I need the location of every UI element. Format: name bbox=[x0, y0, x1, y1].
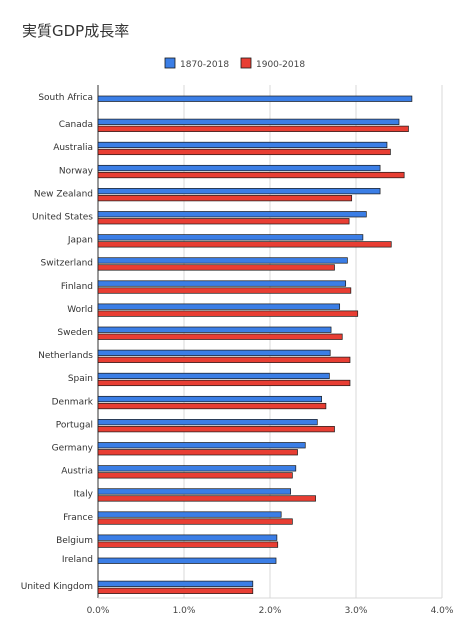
category-label: Canada bbox=[59, 120, 93, 130]
bar bbox=[97, 310, 359, 317]
bar bbox=[97, 280, 347, 287]
category-label: New Zealand bbox=[34, 189, 93, 199]
bar bbox=[97, 234, 364, 241]
bar bbox=[97, 372, 330, 380]
bar bbox=[97, 241, 392, 248]
category-label: Japan bbox=[67, 236, 93, 246]
bar bbox=[97, 402, 327, 410]
chart-title: 実質GDP成長率 bbox=[22, 22, 130, 40]
bar bbox=[97, 326, 332, 333]
bar bbox=[97, 148, 391, 156]
bar bbox=[97, 141, 388, 149]
category-label: Portugal bbox=[56, 420, 93, 430]
bar bbox=[97, 125, 409, 132]
bar bbox=[97, 442, 306, 449]
bar bbox=[97, 257, 348, 264]
category-label: Denmark bbox=[52, 397, 94, 407]
bar bbox=[97, 518, 293, 525]
x-tick-label: 4.0% bbox=[431, 606, 454, 616]
x-tick-label: 3.0% bbox=[345, 606, 368, 616]
bar bbox=[97, 488, 291, 495]
bar bbox=[97, 218, 350, 225]
category-label: Switzerland bbox=[41, 259, 94, 269]
category-label: Australia bbox=[53, 143, 93, 153]
bar bbox=[97, 465, 297, 472]
bar bbox=[97, 95, 413, 102]
bar bbox=[97, 264, 335, 271]
category-label: Norway bbox=[59, 166, 94, 176]
bar bbox=[97, 171, 405, 179]
legend-swatch bbox=[240, 57, 252, 69]
bar bbox=[97, 195, 353, 202]
x-tick-label: 1.0% bbox=[173, 606, 196, 616]
bar bbox=[97, 333, 343, 340]
category-label: Germany bbox=[52, 444, 94, 454]
bar bbox=[97, 511, 282, 518]
bar bbox=[97, 118, 400, 125]
category-label: Netherlands bbox=[38, 351, 93, 361]
bar bbox=[97, 356, 351, 363]
category-label: Italy bbox=[73, 490, 93, 500]
legend-label: 1870-2018 bbox=[180, 60, 229, 70]
bar bbox=[97, 587, 254, 594]
x-tick-label: 2.0% bbox=[259, 606, 282, 616]
bar bbox=[97, 426, 335, 433]
bar bbox=[97, 395, 322, 403]
category-label: France bbox=[63, 513, 93, 523]
bar bbox=[97, 287, 352, 294]
legend-label: 1900-2018 bbox=[256, 60, 305, 70]
bar bbox=[97, 419, 318, 426]
bar bbox=[97, 211, 367, 218]
bar bbox=[97, 164, 381, 172]
category-label: Finland bbox=[61, 282, 93, 292]
category-label: Sweden bbox=[57, 328, 93, 338]
bar bbox=[97, 557, 277, 564]
bar bbox=[97, 303, 341, 310]
category-label: United Kingdom bbox=[21, 582, 93, 592]
bar bbox=[97, 580, 254, 587]
category-label: World bbox=[67, 305, 93, 315]
bar bbox=[97, 472, 293, 479]
bar bbox=[97, 379, 351, 387]
x-tick-label: 0.0% bbox=[87, 606, 110, 616]
bar bbox=[97, 495, 316, 502]
bar bbox=[97, 534, 278, 541]
category-label: United States bbox=[32, 213, 93, 223]
legend-swatch bbox=[164, 57, 176, 69]
bar bbox=[97, 449, 298, 456]
category-label: Austria bbox=[61, 467, 93, 477]
bar bbox=[97, 188, 381, 195]
category-label: Ireland bbox=[62, 555, 93, 565]
bar bbox=[97, 349, 331, 356]
category-label: Belgium bbox=[56, 536, 93, 546]
category-label: Spain bbox=[68, 374, 93, 384]
category-label: South Africa bbox=[38, 93, 93, 103]
bar bbox=[97, 541, 279, 548]
